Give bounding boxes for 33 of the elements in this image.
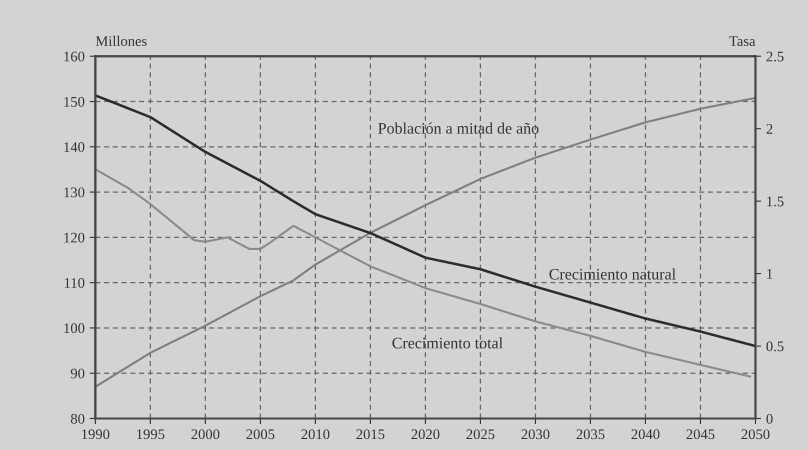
y-tick-label: 150	[64, 96, 84, 107]
y-tick-label: 160	[64, 52, 84, 62]
x-tick-label: 2035	[576, 429, 604, 440]
y2-axis-title: Tasa	[729, 36, 756, 46]
y-tick-label: 100	[64, 323, 84, 334]
x-tick-label: 2040	[632, 429, 660, 440]
x-tick-label: 2030	[521, 429, 550, 440]
y-tick-label: 130	[64, 187, 84, 198]
y2-tick-label: 0.5	[766, 341, 784, 352]
x-tick-label: 1990	[82, 429, 110, 440]
x-tick-label: 1995	[137, 429, 164, 440]
series-label: Población a mitad de año	[378, 122, 539, 134]
y-tick-label: 110	[64, 278, 84, 288]
y2-tick-label: 2.5	[766, 52, 784, 62]
x-tick-label: 2015	[356, 429, 384, 440]
y-tick-label: 120	[64, 232, 84, 243]
series-label: Crecimiento natural	[549, 268, 676, 280]
x-tick-label: 2010	[301, 429, 330, 440]
x-tick-label: 2050	[742, 429, 770, 440]
y2-tick-label: 1	[767, 269, 772, 279]
y2-tick-label: 0	[766, 414, 773, 424]
x-tick-label: 2025	[466, 429, 494, 440]
x-tick-label: 2045	[686, 429, 714, 440]
series-label: Crecimiento total	[392, 337, 503, 348]
x-tick-label: 2000	[191, 429, 220, 440]
y-tick-label: 80	[70, 414, 84, 424]
x-tick-label: 2020	[411, 429, 440, 440]
y-axis-title: Millones	[96, 36, 147, 46]
y2-tick-label: 2	[766, 124, 772, 134]
y-tick-label: 140	[64, 142, 84, 152]
x-tick-label: 2005	[246, 429, 274, 440]
y-tick-label: 90	[70, 368, 84, 378]
y2-tick-label: 1.5	[767, 196, 784, 206]
